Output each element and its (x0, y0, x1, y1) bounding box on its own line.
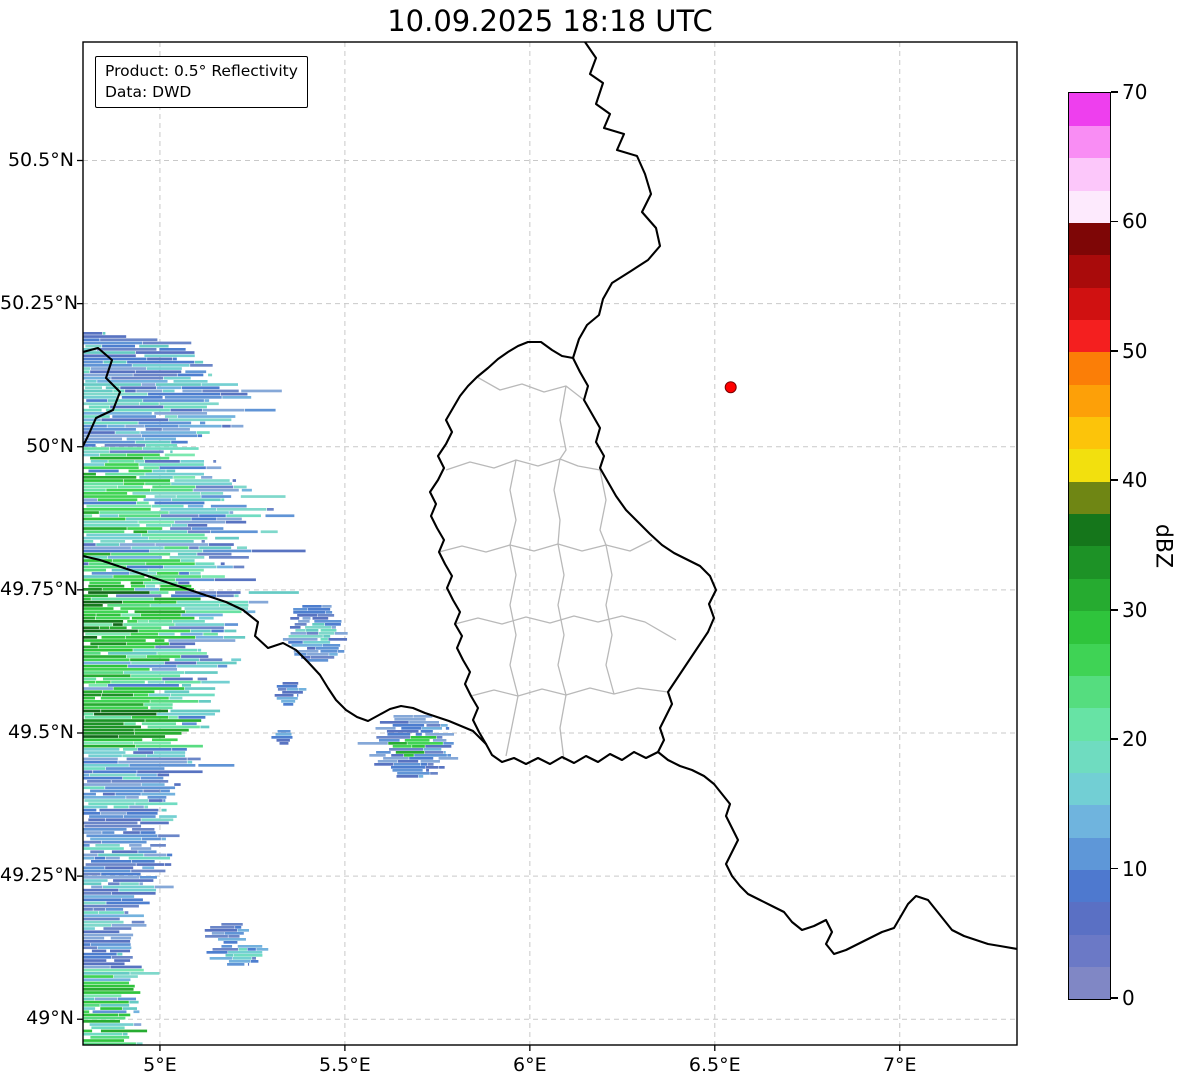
colorbar-segment (1069, 804, 1110, 838)
colorbar-label: dBZ (1150, 523, 1176, 569)
colorbar-segment (1069, 190, 1110, 223)
colorbar-segment (1069, 837, 1110, 871)
plot-frame (82, 41, 1018, 1046)
info-product: Product: 0.5° Reflectivity (105, 62, 298, 80)
radar-echoes (83, 332, 459, 1045)
colorbar-segment (1069, 222, 1110, 256)
colorbar-segment (1069, 740, 1110, 773)
colorbar-segment (1069, 546, 1110, 579)
colorbar-segment (1069, 384, 1110, 418)
colorbar-segment (1069, 319, 1110, 353)
colorbar-segment (1069, 93, 1110, 126)
colorbar-segment (1069, 707, 1110, 741)
colorbar-segment (1069, 254, 1110, 288)
axis-ticks (77, 159, 901, 1051)
colorbar-segment (1069, 772, 1110, 806)
radar-site-marker (724, 381, 737, 394)
colorbar-segment (1069, 901, 1110, 935)
colorbar-segment (1069, 351, 1110, 385)
gridlines (83, 42, 1017, 1045)
colorbar (1068, 92, 1111, 1000)
colorbar-segment (1069, 675, 1110, 709)
colorbar-segment (1069, 157, 1110, 191)
colorbar-segment (1069, 448, 1110, 482)
country-borders (83, 42, 1017, 956)
plot-title: 10.09.2025 18:18 UTC (387, 4, 713, 38)
colorbar-segment (1069, 869, 1110, 903)
district-borders (438, 376, 677, 761)
info-box: Product: 0.5° Reflectivity Data: DWD (95, 56, 308, 108)
colorbar-segment (1069, 934, 1110, 968)
colorbar-segment (1069, 513, 1110, 547)
colorbar-segment (1069, 610, 1110, 644)
colorbar-segment (1069, 287, 1110, 320)
colorbar-segment (1069, 481, 1110, 515)
info-source: Data: DWD (105, 82, 192, 101)
colorbar-segment (1069, 578, 1110, 612)
colorbar-segment (1069, 643, 1110, 676)
colorbar-segment (1069, 416, 1110, 450)
colorbar-segment (1069, 125, 1110, 159)
colorbar-segment (1069, 966, 1110, 1000)
